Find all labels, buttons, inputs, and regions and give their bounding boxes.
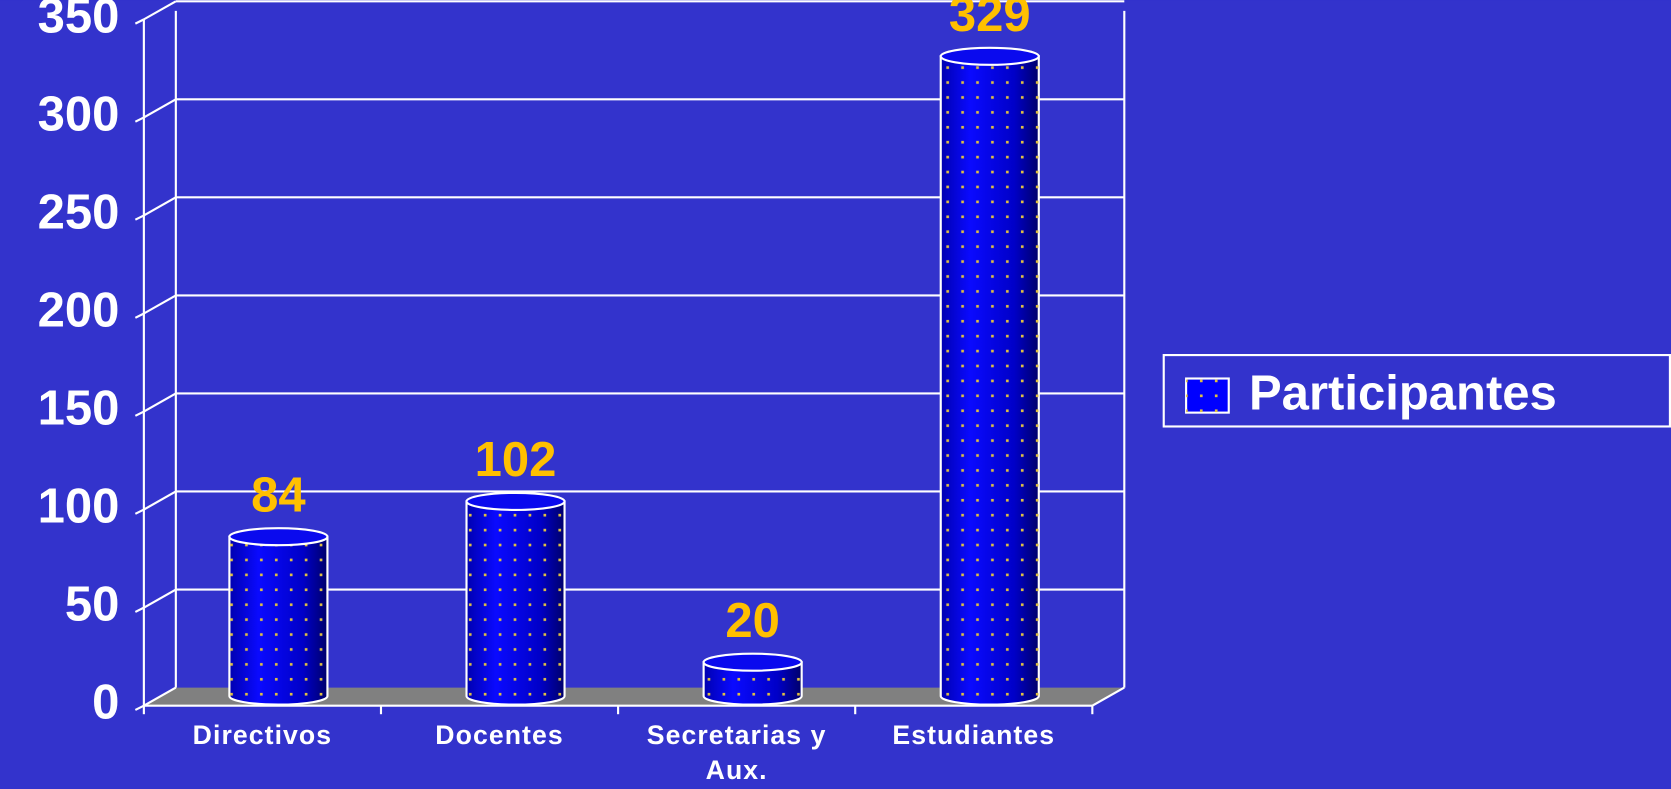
bar-texture (940, 56, 1039, 705)
y-tick-label: 200 (38, 283, 120, 337)
grid-diagonal (143, 490, 177, 511)
bar-texture (229, 536, 328, 705)
y-tick-label: 100 (38, 480, 120, 534)
x-label-box: Estudiantes (892, 720, 1056, 751)
y-tick (134, 312, 145, 319)
y-tick-label: 350 (38, 0, 120, 43)
bar-texture (466, 501, 565, 705)
y-tick (134, 116, 145, 123)
value-label: 20 (725, 594, 780, 648)
floor (143, 687, 1125, 706)
bar-group: 329 (939, 0, 1040, 706)
y-tick (134, 214, 145, 221)
x-label-box: Directivos (192, 720, 333, 751)
legend-swatch-texture (1186, 378, 1229, 413)
x-tick-label: Secretarias y Aux. (646, 720, 827, 786)
y-tick-label: 300 (38, 87, 120, 141)
grid-diagonal (143, 98, 177, 119)
y-tick (134, 18, 145, 25)
bar-top (939, 46, 1040, 66)
value-label: 102 (475, 433, 557, 487)
y-tick-label: 50 (65, 578, 120, 632)
legend-label: Participantes (1249, 367, 1557, 421)
y-tick-label: 150 (38, 382, 120, 436)
y-tick-label: 0 (92, 676, 119, 730)
grid-diagonal (143, 392, 177, 413)
x-tick-label: Docentes (435, 720, 564, 751)
y-tick (134, 508, 145, 515)
legend-box (1162, 354, 1671, 428)
y-tick (134, 606, 145, 613)
y-tick (134, 704, 145, 711)
bar-texture (703, 662, 802, 705)
grid-diagonal (143, 588, 177, 609)
bar-top (228, 527, 329, 547)
x-tick-label: Estudiantes (892, 720, 1056, 751)
grid-diagonal (143, 686, 177, 707)
y-tick (134, 410, 145, 417)
value-label: 329 (949, 0, 1031, 42)
bar-group: 102 (465, 433, 566, 706)
x-tick-label: Directivos (192, 720, 333, 751)
value-label: 84 (251, 468, 306, 522)
x-label-box: Docentes (435, 720, 564, 751)
x-label-box: Secretarias y Aux. (646, 720, 827, 786)
bar-top (465, 491, 566, 512)
grid-diagonal (143, 196, 177, 217)
floor-edge (1091, 686, 1125, 707)
bar-group: 20 (702, 594, 803, 706)
grid-diagonal (143, 294, 177, 315)
grid-diagonal (143, 0, 177, 21)
bar-top (702, 652, 803, 672)
bar-group: 84 (228, 468, 329, 706)
y-tick-label: 250 (38, 185, 120, 239)
